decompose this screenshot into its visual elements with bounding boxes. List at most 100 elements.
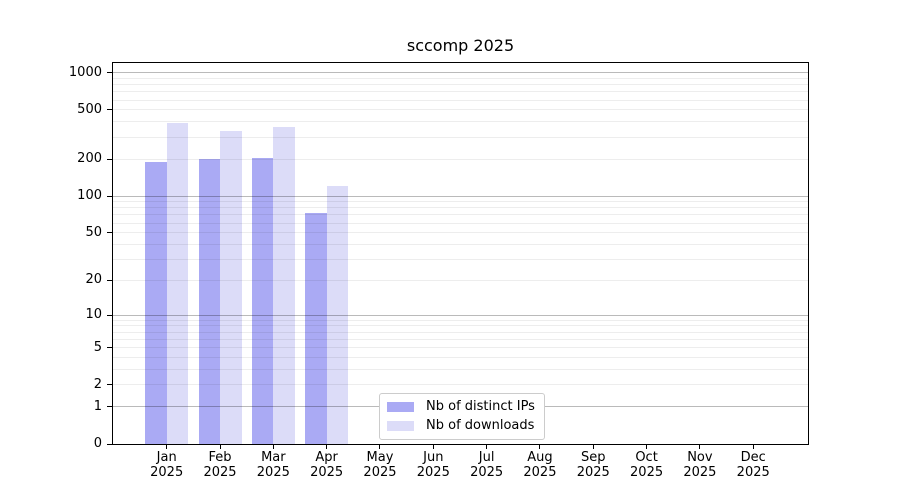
x-tick-month: Nov [687, 450, 713, 465]
x-tick-month: Aug [527, 450, 553, 465]
x-tick-label: Aug 2025 [500, 450, 580, 480]
gridline-minor [113, 369, 808, 370]
y-tick-label: 10 [85, 307, 102, 323]
x-tick-label: Oct 2025 [607, 450, 687, 480]
y-tick-label: 200 [77, 151, 102, 167]
gridline-minor [113, 222, 808, 224]
legend-swatch-downloads-icon [387, 420, 414, 431]
legend-swatch-distinct-ips-icon [387, 401, 414, 412]
bar-distinct-ips-jan [145, 162, 167, 444]
x-tick-month: May [366, 450, 394, 465]
gridline-minor [113, 121, 808, 123]
x-tick-mark [432, 445, 434, 449]
gridline-minor [113, 77, 808, 79]
y-tick-mark [107, 314, 112, 316]
gridline-minor [113, 109, 808, 111]
y-tick-label: 5 [93, 339, 102, 355]
gridline-minor [113, 243, 808, 245]
x-tick-label: Jul 2025 [447, 450, 527, 480]
x-tick-mark [166, 445, 168, 449]
x-tick-year: 2025 [470, 465, 504, 480]
y-tick-mark [107, 279, 112, 281]
legend-label-downloads: Nb of downloads [426, 418, 535, 433]
x-tick-year: 2025 [363, 465, 397, 480]
x-tick-year: 2025 [416, 465, 450, 480]
gridline-minor [113, 158, 808, 160]
x-tick-mark [752, 445, 754, 449]
x-tick-mark [486, 445, 488, 449]
gridline-major [113, 195, 808, 197]
y-tick-label: 50 [85, 224, 102, 240]
y-tick-mark [107, 72, 112, 74]
gridline-minor [113, 384, 808, 386]
y-tick-label: 0 [93, 436, 102, 451]
x-tick-mark [646, 445, 648, 449]
bar-downloads-mar [273, 126, 295, 444]
y-tick-label: 20 [85, 272, 102, 288]
legend-item-distinct-ips: Nb of distinct IPs [387, 399, 535, 414]
x-tick-mark [379, 445, 381, 449]
x-tick-year: 2025 [523, 465, 557, 480]
y-tick-label: 2 [93, 376, 102, 392]
bar-downloads-apr [326, 185, 349, 444]
y-tick-mark [107, 195, 112, 197]
gridline-minor [113, 338, 808, 340]
gridline-major [113, 72, 808, 74]
x-tick-year: 2025 [576, 465, 610, 480]
x-tick-year: 2025 [150, 465, 184, 480]
gridline-minor [113, 325, 808, 327]
x-tick-label: Mar 2025 [233, 450, 313, 480]
x-tick-month: Jun [423, 450, 444, 465]
x-tick-month: Oct [635, 450, 658, 465]
gridline-minor [113, 207, 808, 209]
gridline-minor [113, 258, 808, 260]
x-tick-label: Apr 2025 [287, 450, 367, 480]
chart-title: sccomp 2025 [406, 36, 515, 55]
x-tick-month: Jan [156, 450, 177, 465]
gridline-minor [113, 136, 808, 138]
x-tick-label: Feb 2025 [180, 450, 260, 480]
x-tick-mark [699, 445, 701, 449]
gridline-minor [113, 357, 808, 359]
y-tick-mark [107, 232, 112, 234]
legend-item-downloads: Nb of downloads [387, 418, 535, 433]
x-tick-mark [219, 445, 221, 449]
y-tick-label: 1 [93, 398, 102, 414]
y-tick-label: 1000 [68, 64, 102, 80]
y-tick-label: 500 [77, 101, 102, 117]
bar-distinct-ips-apr [305, 212, 327, 444]
gridline-minor [113, 347, 808, 349]
x-tick-label: Sep 2025 [553, 450, 633, 480]
gridline-minor [113, 201, 808, 203]
y-tick-mark [107, 443, 112, 445]
x-tick-label: May 2025 [340, 450, 420, 480]
bar-distinct-ips-mar [251, 158, 274, 444]
y-tick-mark [107, 109, 112, 111]
bars-layer [113, 63, 808, 444]
x-tick-year: 2025 [203, 465, 237, 480]
legend-label-distinct-ips: Nb of distinct IPs [426, 399, 535, 414]
y-tick-mark [107, 158, 112, 160]
x-tick-mark [326, 445, 328, 449]
x-tick-month: Feb [208, 450, 232, 465]
gridline-minor [113, 84, 808, 86]
x-tick-month: Apr [315, 450, 338, 465]
gridline-minor [113, 99, 808, 101]
plot-area: Nb of distinct IPs Nb of downloads [112, 62, 809, 445]
x-tick-year: 2025 [736, 465, 770, 480]
y-tick-mark [107, 347, 112, 349]
y-tick-mark [107, 406, 112, 408]
x-tick-mark [592, 445, 594, 449]
x-tick-month: Mar [261, 450, 286, 465]
x-tick-label: Nov 2025 [660, 450, 740, 480]
legend: Nb of distinct IPs Nb of downloads [379, 393, 545, 440]
x-tick-label: Jun 2025 [393, 450, 473, 480]
bar-distinct-ips-feb [198, 159, 221, 444]
gridline-minor [113, 331, 808, 333]
x-tick-mark [272, 445, 274, 449]
grid-layer [113, 63, 808, 444]
gridline-minor [113, 91, 808, 93]
x-tick-month: Jul [478, 450, 495, 465]
x-tick-year: 2025 [310, 465, 344, 480]
